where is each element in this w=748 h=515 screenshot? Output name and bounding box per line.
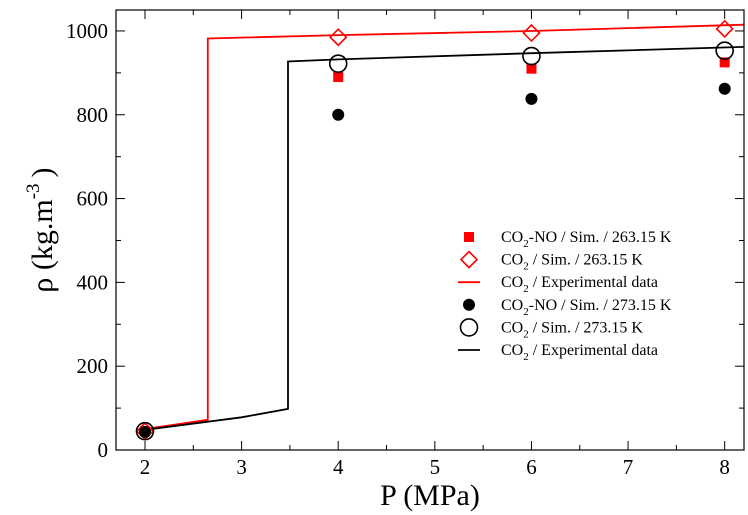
y-tick-label: 400 bbox=[77, 270, 109, 294]
y-tick-label: 600 bbox=[77, 187, 109, 211]
y-tick-label: 800 bbox=[77, 103, 109, 127]
legend-marker-co2_273 bbox=[459, 318, 479, 337]
x-tick-label: 6 bbox=[526, 455, 537, 479]
data-point-co2no_263 bbox=[333, 72, 344, 83]
data-point-co2_263 bbox=[329, 28, 348, 47]
data-point-co2_273 bbox=[328, 54, 348, 73]
x-tick-label: 3 bbox=[236, 455, 247, 479]
legend-marker-co2no_273 bbox=[463, 298, 475, 311]
x-tick-label: 4 bbox=[333, 455, 344, 479]
axis-ticks: 2 3 4 5 6 7 8 0 200 400 600 800 1000 bbox=[66, 10, 744, 479]
legend-label-exp_273: CO2 / Experimental data bbox=[501, 342, 658, 363]
plot-area bbox=[135, 19, 745, 441]
data-point-co2_273 bbox=[135, 421, 155, 441]
series-line-exp_273 bbox=[144, 46, 745, 431]
y-tick-label: 1000 bbox=[66, 19, 108, 43]
legend-label-co2_273: CO2 / Sim. / 273.15 K bbox=[501, 319, 643, 340]
legend-label-co2no_263: CO2-NO / Sim. / 263.15 K bbox=[501, 229, 672, 250]
x-tick-label: 8 bbox=[719, 455, 730, 479]
legend-marker-co2_263 bbox=[459, 250, 479, 269]
data-point-co2_263 bbox=[715, 19, 734, 38]
y-axis-label-exponent: -3 bbox=[23, 183, 44, 199]
data-point-co2no_273 bbox=[138, 425, 151, 438]
x-tick-label: 5 bbox=[430, 455, 441, 479]
legend-label-co2_263: CO2 / Sim. / 263.15 K bbox=[501, 252, 643, 273]
y-axis-label-close: ) bbox=[26, 167, 59, 177]
x-tick-label: 7 bbox=[623, 455, 634, 479]
data-point-co2no_273 bbox=[332, 108, 345, 121]
x-axis-label: P (MPa) bbox=[380, 479, 480, 512]
data-point-co2no_263 bbox=[719, 57, 730, 68]
legend-label-exp_263: CO2 / Experimental data bbox=[501, 274, 658, 295]
y-axis-label: ρ (kg.m-3) bbox=[23, 167, 59, 292]
data-point-co2_263 bbox=[522, 23, 541, 43]
legend-marker-co2no_263 bbox=[464, 232, 474, 242]
legend-label-co2no_273: CO2-NO / Sim. / 273.15 K bbox=[501, 297, 672, 318]
data-point-co2no_273 bbox=[525, 92, 538, 105]
plot-frame bbox=[115, 9, 745, 451]
data-point-co2_273 bbox=[522, 46, 541, 66]
data-point-co2no_273 bbox=[718, 82, 731, 95]
y-tick-label: 0 bbox=[98, 438, 109, 462]
data-point-co2_273 bbox=[715, 41, 734, 60]
series-line-exp_263 bbox=[144, 23, 745, 430]
data-point-co2no_263 bbox=[526, 63, 537, 74]
y-axis-label-main: ρ (kg.m bbox=[26, 199, 59, 292]
y-tick-label: 200 bbox=[77, 354, 109, 378]
x-tick-label: 2 bbox=[140, 455, 151, 479]
